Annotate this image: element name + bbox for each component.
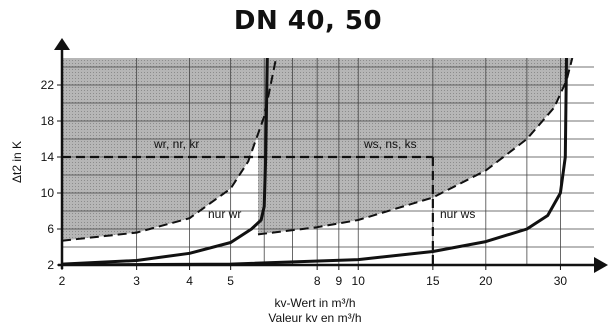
y-tick-label-6: 6 [47,222,54,236]
series-2-solid-line [62,58,269,265]
x-tick-label-5: 5 [227,274,234,288]
shaded-regions [62,58,573,241]
y-tick-label-10: 10 [41,186,55,200]
x-axis-label: kv-Wert in m³/h [274,296,356,310]
chart-title: DN 40, 50 [233,6,383,36]
x-tick-label-8: 8 [314,274,321,288]
series-3-dashed-line [257,58,574,236]
y-tick-label-2: 2 [47,258,54,272]
x-tick-label-2: 2 [59,274,66,288]
region-label-wr-nr-kr: wr, nr, kr [154,137,200,151]
x-tick-label-30: 30 [554,274,568,288]
shaded-region-2 [258,58,573,235]
x-axis-arrow [594,257,608,273]
x-tick-label-20: 20 [479,274,493,288]
region-label-nur-wr: nur wr [208,207,242,221]
x-axis-label-fr: Valeur kv en m³/h [268,311,362,325]
x-tick-label-10: 10 [352,274,366,288]
shaded-region-1 [62,58,277,241]
y-axis-arrow [54,38,70,50]
x-tick-label-4: 4 [186,274,193,288]
x-tick-label-3: 3 [133,274,140,288]
y-tick-label-18: 18 [41,114,55,128]
x-tick-label-9: 9 [335,274,342,288]
x-tick-label-15: 15 [426,274,440,288]
curves [62,58,574,265]
series-4-solid-line [62,58,568,265]
y-axis-label: Δt2 in K [10,140,24,183]
series-1-dashed-line [62,58,278,242]
region-label-nur-ws: nur ws [440,207,476,221]
reference-line-14 [62,155,434,265]
region-label-ws-ns-ks: ws, ns, ks [364,137,417,151]
tick-labels: 2 3 4 5 8 9 10 15 20 30 2 6 10 14 18 22 [41,78,568,288]
y-tick-label-22: 22 [41,78,55,92]
y-tick-label-14: 14 [41,150,55,164]
